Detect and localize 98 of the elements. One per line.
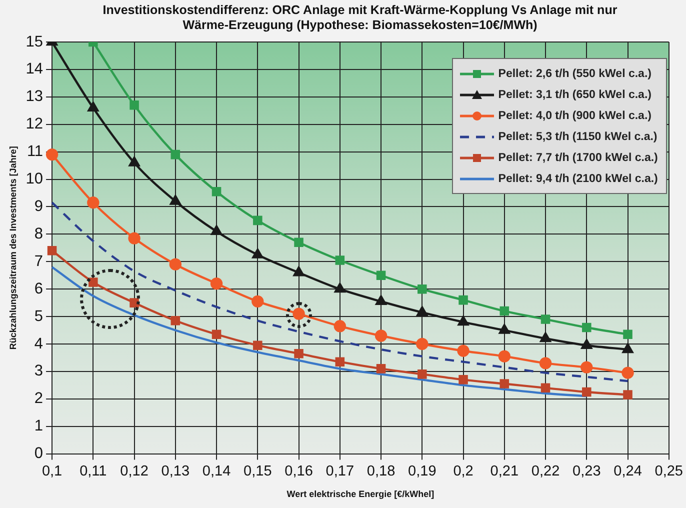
point [294,238,304,248]
point [623,330,632,340]
point [252,295,264,308]
y-tick-label: 5 [34,308,44,325]
legend-label: Pellet: 7,7 t/h (1700 kWel c.a.) [498,152,658,164]
y-tick-label: 4 [34,335,44,352]
point [498,324,510,334]
legend-label: Pellet: 5,3 t/h (1150 kWel c.a.) [498,130,658,142]
point [170,316,180,326]
point [457,344,470,357]
point [335,256,345,265]
point [128,232,140,244]
point [458,295,468,305]
point [374,330,388,342]
point [88,102,99,112]
point [418,370,427,379]
point [622,366,634,379]
x-tick-label: 0,12 [120,464,148,480]
y-axis-title: Rückzahlungszeitraum des Investments [Jahre] [8,146,18,350]
x-tick-label: 0,1 [42,464,62,480]
y-tick-label: 8 [34,225,44,242]
x-tick-label: 0,19 [408,464,436,480]
point [458,316,469,326]
point [500,306,510,316]
x-tick-label: 0,23 [572,464,601,480]
point [334,320,346,332]
y-tick-label: 0 [34,445,44,462]
point [46,148,58,161]
line-series [50,202,629,382]
point [540,332,551,342]
legend-label: Pellet: 4,0 t/h (900 kWel c.a.) [498,110,652,122]
point [253,216,262,226]
y-tick-label: 13 [26,88,44,106]
point [130,100,139,110]
point [252,248,264,258]
point [582,387,592,397]
point [170,195,181,205]
point [580,361,593,374]
point [212,330,222,340]
point [88,278,98,287]
point [500,379,510,388]
y-tick-label: 6 [34,280,44,298]
point [622,343,634,354]
point [623,390,632,400]
point [581,339,592,349]
x-tick-label: 0,2 [453,464,474,480]
point [210,277,223,290]
x-tick-label: 0,11 [80,464,107,480]
point [540,383,550,393]
y-tick-label: 14 [26,60,44,78]
point [170,150,180,160]
x-tick-label: 0,15 [244,464,272,480]
point [294,348,304,358]
point [212,186,222,196]
point [211,225,222,236]
point [540,314,550,324]
y-tick-label: 1 [34,418,44,435]
legend-label: Pellet: 2,6 t/h (550 kWel c.a.) [498,68,652,80]
y-tick-label: 2 [34,390,44,408]
point [253,340,262,350]
point [498,350,510,362]
point [416,338,428,350]
point [458,375,468,384]
x-tick-label: 0,13 [161,464,190,480]
point [418,284,427,294]
x-tick-label: 0,18 [366,464,396,480]
point [416,306,428,316]
x-tick-label: 0,14 [202,464,231,480]
point [376,295,386,306]
point [87,196,100,209]
point [334,282,346,293]
point [128,156,140,166]
x-tick-label: 0,22 [531,464,560,480]
x-tick-label: 0,17 [326,464,354,480]
x-tick-label: 0,21 [490,464,519,480]
chart-title: Investitionskostendifferenz: ORC Anlage mit Kraft-Wärme-Kopplung Vs Anlage mit nur Wärme-Erzeugung (Hypothese: Biomassekosten=10€/MWh) [102,3,618,33]
x-axis-title: Wert elektrische Energie [€/kWhel] [286,489,434,500]
point [582,322,592,332]
y-tick-label: 9 [34,198,44,215]
y-tick-label: 12 [26,116,44,133]
x-tick-label: 0,25 [654,464,684,480]
point [376,364,386,374]
y-tick-label: 10 [26,170,44,188]
point [376,270,386,280]
y-tick-label: 11 [26,143,44,160]
y-tick-label: 7 [34,252,44,270]
point [47,246,57,256]
x-tick-label: 0,24 [614,464,642,480]
legend-label: Pellet: 9,4 t/h (2100 kWel c.a.) [498,172,658,184]
point [169,258,182,270]
point [130,298,139,308]
x-tick-label: 0,16 [284,464,313,480]
y-tick-label: 15 [26,33,44,50]
legend-label: Pellet: 3,1 t/h (650 kWel c.a.) [498,88,652,100]
point [335,357,345,366]
point [539,357,552,370]
point [293,266,304,276]
y-tick-label: 3 [34,362,44,380]
